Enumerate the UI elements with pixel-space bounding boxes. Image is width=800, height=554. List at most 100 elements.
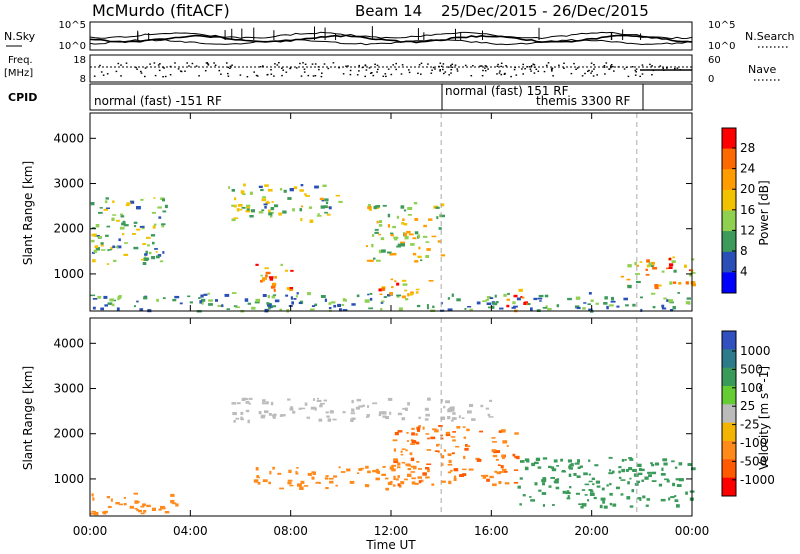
echo-cell [158, 508, 162, 511]
freq-point [106, 73, 109, 75]
echo-cell [415, 291, 419, 294]
echo-cell [233, 217, 239, 219]
freq-point [528, 66, 531, 68]
echo-cell [271, 282, 277, 287]
freq-point [229, 65, 232, 67]
echo-cell [666, 299, 670, 302]
echo-cell [689, 269, 692, 272]
echo-cell [448, 459, 452, 464]
x-tick-label: 08:00 [273, 524, 308, 538]
echo-cell [394, 280, 397, 283]
echo-cell [620, 275, 624, 278]
echo-cell [436, 444, 439, 447]
echo-cell [402, 218, 405, 221]
freq-point [417, 72, 419, 74]
echo-cell [305, 195, 310, 197]
echo-cell [144, 256, 147, 259]
echo-cell [145, 250, 148, 254]
freq-point [497, 63, 499, 66]
echo-cell [674, 499, 679, 502]
echo-cell [289, 289, 293, 292]
y-tick-label: 1000 [53, 267, 84, 281]
echo-cell [496, 301, 499, 304]
echo-cell [669, 263, 674, 267]
freq-point [191, 62, 194, 65]
echo-cell [306, 416, 310, 419]
freq-point [635, 71, 637, 73]
echo-cell [375, 205, 381, 208]
echo-cell [430, 436, 436, 440]
freq-point [385, 75, 387, 78]
echo-cell [491, 437, 496, 439]
echo-cell [97, 295, 102, 299]
freq-point [443, 72, 445, 75]
echo-cell [379, 293, 383, 295]
echo-cell [367, 470, 371, 474]
echo-cell [393, 448, 396, 452]
echo-cell [677, 292, 680, 294]
echo-cell [691, 467, 696, 471]
echo-cell [652, 306, 656, 309]
echo-cell [494, 294, 497, 298]
freq-point [472, 65, 474, 67]
echo-cell [385, 477, 389, 480]
echo-cell [324, 298, 327, 302]
freq-point [587, 70, 589, 72]
freq-point [349, 73, 352, 76]
echo-cell [293, 186, 298, 190]
echo-cell [274, 204, 279, 208]
echo-cell [316, 397, 319, 400]
echo-cell [503, 293, 507, 297]
echo-cell [581, 503, 587, 507]
echo-cell [440, 455, 445, 459]
echo-cell [338, 466, 341, 469]
echo-cell [447, 308, 453, 311]
echo-cell [577, 459, 580, 463]
echo-cell [280, 263, 283, 266]
echo-cell [281, 414, 286, 417]
echo-cell [236, 208, 240, 212]
echo-cell [335, 194, 340, 197]
echo-cell [671, 460, 675, 463]
freq-point [627, 75, 630, 78]
echo-cell [91, 227, 96, 229]
echo-cell [450, 436, 456, 438]
nave-label: Nave [748, 63, 776, 76]
echo-cell [90, 294, 96, 297]
echo-cell [140, 512, 145, 515]
echo-cell [514, 456, 517, 459]
echo-cell [629, 505, 634, 508]
echo-cell [378, 413, 382, 417]
freq-point [500, 65, 502, 68]
echo-cell [333, 475, 338, 478]
echo-cell [610, 300, 616, 303]
freq-point [584, 72, 586, 75]
echo-cell [541, 492, 547, 495]
echo-cell [268, 413, 272, 416]
echo-cell [404, 478, 408, 481]
freq-point [563, 67, 565, 69]
echo-cell [588, 480, 593, 483]
echo-cell [640, 308, 643, 312]
echo-cell [262, 277, 267, 280]
echo-cell [530, 307, 533, 311]
freq-point [593, 64, 595, 66]
freq-point [485, 65, 487, 67]
freq-point [623, 68, 626, 70]
echo-cell [524, 466, 529, 471]
echo-cell [346, 468, 351, 472]
freq-point [356, 74, 359, 76]
echo-cell [482, 476, 487, 479]
cpid-segment-1: normal (fast) -151 RF [94, 94, 222, 108]
freq-point [487, 68, 489, 70]
freq-point [524, 68, 526, 70]
echo-cell [443, 449, 447, 452]
echo-cell [405, 449, 408, 452]
echo-cell [608, 472, 613, 475]
nsearch-label: N.Search [745, 30, 795, 43]
echo-cell [456, 426, 461, 429]
echo-cell [447, 408, 452, 413]
echo-cell [126, 202, 131, 205]
echo-cell [300, 480, 305, 484]
echo-cell [364, 484, 368, 487]
